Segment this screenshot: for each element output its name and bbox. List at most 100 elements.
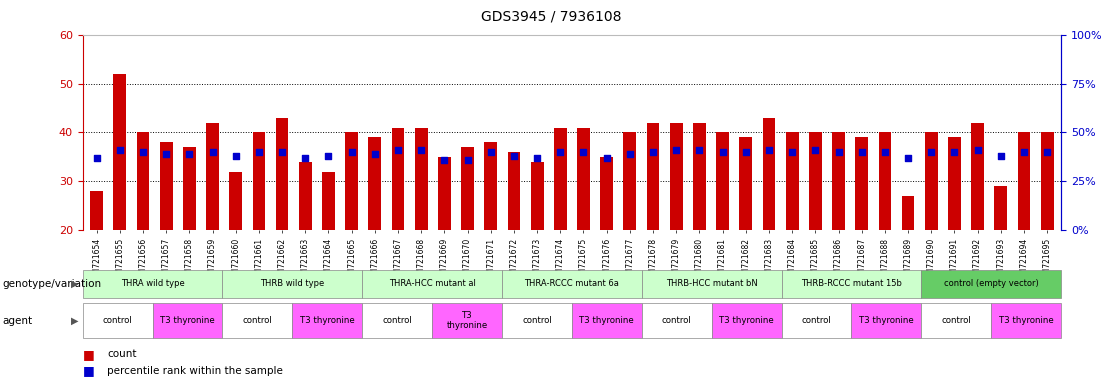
Point	[320, 153, 338, 159]
Bar	[345, 132, 358, 230]
Text: control (empty vector): control (empty vector)	[944, 279, 1039, 288]
Text: THRB-HCC mutant bN: THRB-HCC mutant bN	[666, 279, 758, 288]
Bar	[206, 123, 218, 230]
Point	[459, 157, 476, 163]
Text: THRA-HCC mutant al: THRA-HCC mutant al	[388, 279, 475, 288]
Point	[783, 149, 801, 155]
Bar	[577, 127, 590, 230]
Point	[436, 157, 453, 163]
Point	[598, 155, 615, 161]
Text: control: control	[103, 316, 132, 325]
Point	[968, 147, 986, 153]
Point	[690, 147, 708, 153]
Point	[922, 149, 940, 155]
Text: T3 thyronine: T3 thyronine	[160, 316, 215, 325]
Text: GDS3945 / 7936108: GDS3945 / 7936108	[481, 10, 622, 23]
Point	[389, 147, 407, 153]
Bar	[739, 137, 752, 230]
Point	[366, 151, 384, 157]
Point	[204, 149, 222, 155]
Bar	[438, 157, 451, 230]
Bar	[623, 132, 636, 230]
Bar	[925, 132, 938, 230]
Bar	[276, 118, 289, 230]
Point	[181, 151, 199, 157]
Point	[482, 149, 500, 155]
Point	[135, 149, 152, 155]
Bar	[762, 118, 775, 230]
Bar	[716, 132, 729, 230]
Point	[876, 149, 893, 155]
Text: ▶: ▶	[72, 279, 78, 289]
Bar	[646, 123, 660, 230]
Point	[714, 149, 731, 155]
Point	[227, 153, 245, 159]
Text: agent: agent	[2, 316, 32, 326]
Point	[760, 147, 778, 153]
Point	[343, 149, 361, 155]
Bar	[484, 142, 497, 230]
Bar	[229, 172, 243, 230]
Bar	[531, 162, 544, 230]
Point	[945, 149, 963, 155]
Bar	[415, 127, 428, 230]
Bar	[949, 137, 961, 230]
Point	[250, 149, 268, 155]
Text: percentile rank within the sample: percentile rank within the sample	[107, 366, 282, 376]
Point	[274, 149, 291, 155]
Text: T3 thyronine: T3 thyronine	[579, 316, 634, 325]
Text: ▶: ▶	[72, 316, 78, 326]
Point	[413, 147, 430, 153]
Bar	[253, 132, 266, 230]
Bar	[507, 152, 521, 230]
Bar	[90, 191, 103, 230]
Text: ■: ■	[83, 348, 95, 361]
Bar	[670, 123, 683, 230]
Point	[806, 147, 824, 153]
Text: THRB wild type: THRB wild type	[260, 279, 324, 288]
Point	[158, 151, 175, 157]
Bar	[972, 123, 984, 230]
Point	[1038, 149, 1056, 155]
Text: count: count	[107, 349, 137, 359]
Bar	[368, 137, 382, 230]
Point	[552, 149, 569, 155]
Point	[667, 147, 685, 153]
Bar	[832, 132, 845, 230]
Bar	[554, 127, 567, 230]
Text: T3
thyronine: T3 thyronine	[447, 311, 488, 330]
Text: control: control	[662, 316, 692, 325]
Point	[737, 149, 754, 155]
Bar	[461, 147, 474, 230]
Bar	[114, 74, 126, 230]
Bar	[600, 157, 613, 230]
Text: T3 thyronine: T3 thyronine	[859, 316, 913, 325]
Text: control: control	[383, 316, 413, 325]
Point	[621, 151, 639, 157]
Text: T3 thyronine: T3 thyronine	[999, 316, 1053, 325]
Text: T3 thyronine: T3 thyronine	[719, 316, 774, 325]
Point	[111, 147, 129, 153]
Text: THRA wild type: THRA wild type	[120, 279, 184, 288]
Bar	[901, 196, 914, 230]
Point	[297, 155, 314, 161]
Bar	[160, 142, 172, 230]
Bar	[392, 127, 405, 230]
Bar	[137, 132, 149, 230]
Text: control: control	[522, 316, 552, 325]
Point	[88, 155, 106, 161]
Bar	[808, 132, 822, 230]
Text: THRB-RCCC mutant 15b: THRB-RCCC mutant 15b	[801, 279, 902, 288]
Point	[575, 149, 592, 155]
Bar	[785, 132, 799, 230]
Point	[899, 155, 917, 161]
Point	[853, 149, 870, 155]
Bar	[693, 123, 706, 230]
Point	[528, 155, 546, 161]
Bar	[1041, 132, 1053, 230]
Bar	[878, 132, 891, 230]
Point	[992, 153, 1009, 159]
Text: genotype/variation: genotype/variation	[2, 279, 101, 289]
Bar	[855, 137, 868, 230]
Bar	[299, 162, 312, 230]
